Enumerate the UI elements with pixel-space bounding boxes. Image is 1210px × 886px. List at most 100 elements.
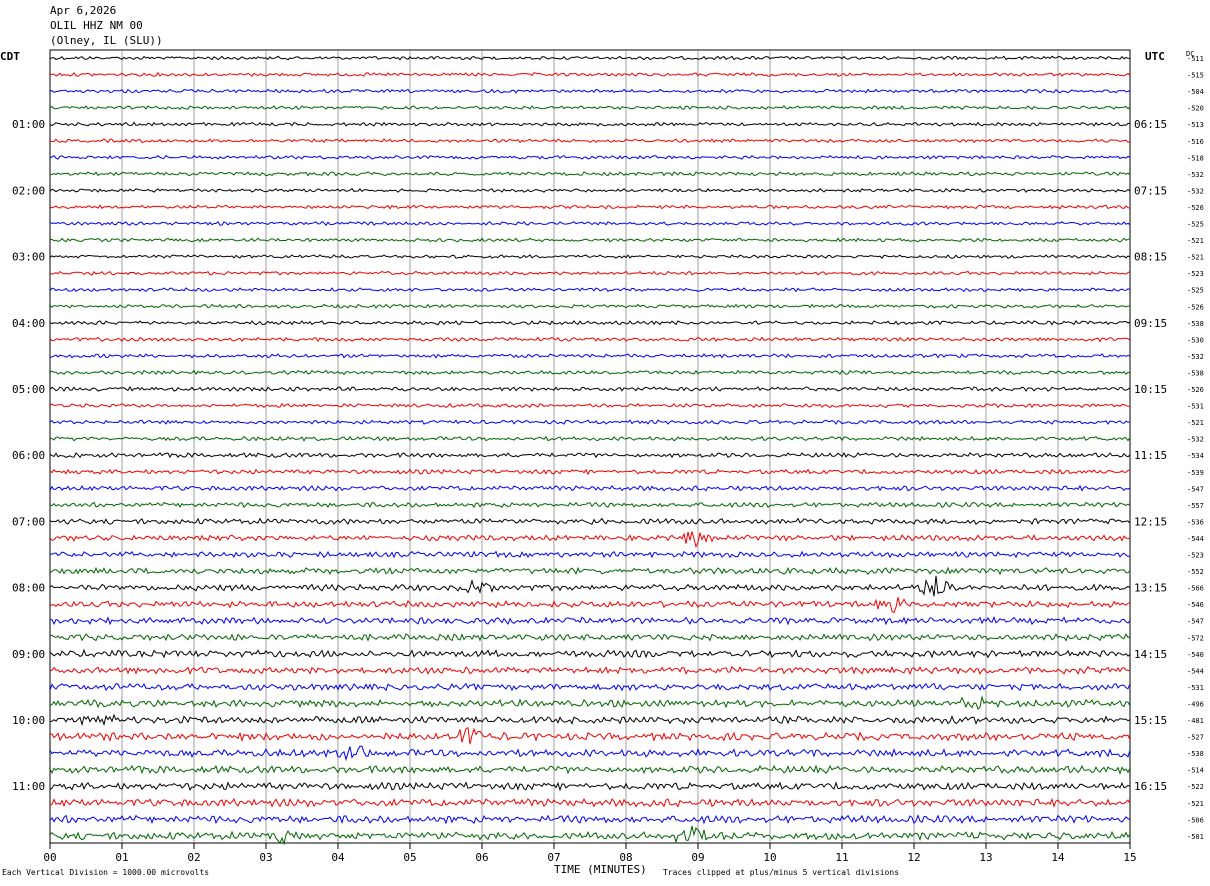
header-date: Apr 6,2026	[50, 4, 117, 17]
trace-5	[49, 138, 1131, 144]
dc-offset-39: -496	[1187, 700, 1204, 708]
dc-offset-2: -504	[1187, 88, 1204, 96]
dc-offset-6: -518	[1187, 154, 1204, 162]
dc-offset-7: -532	[1187, 171, 1204, 179]
trace-16	[49, 320, 1131, 326]
trace-18	[49, 353, 1131, 359]
left-hour-label-0700: 07:00	[12, 515, 45, 528]
left-hour-label-0400: 04:00	[12, 317, 45, 330]
scale-note: Each Vertical Division = 1000.00 microvo…	[2, 868, 210, 877]
x-tick-label-04: 04	[331, 851, 345, 864]
x-tick-label-15: 15	[1123, 851, 1136, 864]
dc-offset-22: -521	[1187, 419, 1204, 427]
x-axis-title: TIME (MINUTES)	[554, 863, 647, 876]
trace-23	[50, 435, 1131, 442]
dc-offset-21: -531	[1187, 403, 1204, 411]
dc-offset-1: -515	[1187, 72, 1204, 80]
left-hour-label-0100: 01:00	[12, 118, 45, 131]
trace-29	[49, 531, 1131, 549]
x-tick-label-14: 14	[1051, 851, 1065, 864]
trace-13	[49, 270, 1131, 276]
dc-offset-20: -526	[1187, 386, 1204, 394]
dc-offset-16: -538	[1187, 320, 1204, 328]
dc-offset-43: -514	[1187, 767, 1204, 775]
trace-1	[49, 71, 1131, 78]
dc-offset-13: -523	[1187, 270, 1204, 278]
trace-27	[49, 501, 1131, 509]
right-hour-label-1015: 10:15	[1134, 383, 1167, 396]
left-hour-label-0600: 06:00	[12, 449, 45, 462]
dc-offset-3: -520	[1187, 105, 1204, 113]
right-hour-label-0915: 09:15	[1134, 317, 1167, 330]
header-station: OLIL HHZ NM 00	[50, 19, 143, 32]
trace-34	[49, 616, 1131, 626]
dc-offset-44: -522	[1187, 783, 1204, 791]
trace-4	[49, 121, 1131, 127]
dc-offset-31: -552	[1187, 568, 1204, 576]
trace-39	[49, 695, 1131, 710]
x-tick-label-00: 00	[43, 851, 56, 864]
trace-47	[49, 825, 1131, 846]
x-tick-label-08: 08	[619, 851, 632, 864]
dc-offset-23: -532	[1187, 436, 1204, 444]
dc-offset-28: -536	[1187, 518, 1204, 526]
right-hour-label-0815: 08:15	[1134, 251, 1167, 264]
clip-note: Traces clipped at plus/minus 5 vertical …	[663, 868, 900, 877]
left-hour-label-0800: 08:00	[12, 582, 45, 595]
right-hour-label-1415: 14:15	[1134, 648, 1167, 661]
trace-10	[49, 221, 1131, 227]
dc-offset-46: -506	[1187, 816, 1204, 824]
trace-31	[49, 566, 1131, 576]
trace-44	[49, 781, 1131, 792]
dc-column-label: DC	[1186, 50, 1195, 58]
x-tick-label-05: 05	[403, 851, 416, 864]
trace-8	[49, 187, 1131, 193]
left-hour-label-0500: 05:00	[12, 383, 45, 396]
dc-offset-15: -526	[1187, 303, 1204, 311]
dc-offset-24: -534	[1187, 452, 1204, 460]
dc-offset-0: -511	[1187, 55, 1204, 63]
plot-frame	[49, 49, 1131, 844]
left-hour-label-1100: 11:00	[12, 780, 45, 793]
x-tick-label-02: 02	[187, 851, 200, 864]
dc-offset-32: -566	[1187, 585, 1204, 593]
trace-9	[49, 204, 1131, 210]
dc-offset-5: -516	[1187, 138, 1204, 146]
trace-41	[49, 726, 1131, 745]
x-tick-label-06: 06	[475, 851, 488, 864]
trace-35	[49, 632, 1131, 642]
trace-17	[49, 336, 1131, 343]
dc-offset-45: -521	[1187, 800, 1204, 808]
x-tick-label-07: 07	[547, 851, 560, 864]
dc-offset-12: -521	[1187, 254, 1204, 262]
right-hour-label-1515: 15:15	[1134, 714, 1167, 727]
dc-offset-33: -546	[1187, 601, 1204, 609]
dc-offset-29: -544	[1187, 535, 1204, 543]
dc-offset-38: -531	[1187, 684, 1204, 692]
dc-offset-17: -530	[1187, 336, 1204, 344]
right-hour-label-1215: 12:15	[1134, 515, 1167, 528]
trace-45	[49, 797, 1131, 808]
trace-3	[49, 105, 1131, 111]
dc-offset-30: -523	[1187, 552, 1204, 560]
left-hour-label-0300: 03:00	[12, 251, 45, 264]
dc-offset-27: -557	[1187, 502, 1204, 510]
x-tick-label-01: 01	[115, 851, 128, 864]
trace-28	[49, 517, 1131, 526]
dc-offset-37: -544	[1187, 667, 1204, 675]
x-tick-label-09: 09	[691, 851, 704, 864]
trace-26	[49, 484, 1131, 492]
dc-offset-19: -538	[1187, 369, 1204, 377]
trace-36	[49, 648, 1131, 659]
trace-21	[49, 402, 1131, 409]
right-hour-label-1615: 16:15	[1134, 780, 1167, 793]
dc-offset-8: -532	[1187, 187, 1204, 195]
dc-offset-4: -513	[1187, 121, 1204, 129]
header-location: (Olney, IL (SLU))	[50, 34, 163, 47]
trace-33	[49, 597, 1131, 614]
trace-30	[49, 550, 1131, 559]
x-tick-label-12: 12	[907, 851, 920, 864]
dc-offset-47: -501	[1187, 833, 1204, 841]
dc-offset-18: -532	[1187, 353, 1204, 361]
